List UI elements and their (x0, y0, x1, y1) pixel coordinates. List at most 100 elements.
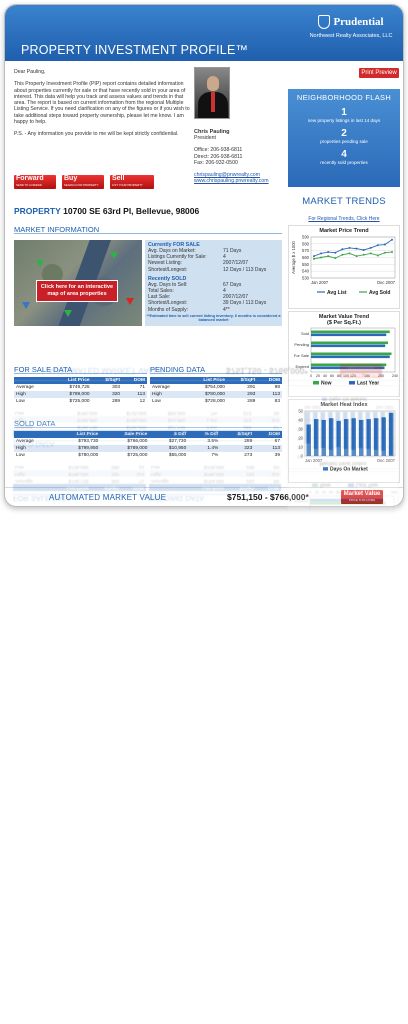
header-banner: PROPERTY INVESTMENT PROFILE™ Prudential … (5, 5, 403, 61)
map-pin-icon[interactable] (64, 310, 72, 317)
tick-label: 40 (323, 374, 327, 378)
table-cell: 67 (254, 438, 282, 445)
regional-trends-link[interactable]: For Regional Trends, Click Here (308, 216, 380, 222)
page-reflection: PROPERTY INVESTMENT PROFILE™ Prudential … (4, 360, 404, 510)
table-cell: High (14, 391, 50, 398)
stat-value: 71 Days (223, 248, 242, 254)
market-stats: Currently FOR SALE Avg. Days on Market: 7… (145, 240, 282, 326)
table-cell: 113 (254, 445, 282, 452)
data-point (376, 254, 379, 257)
rock-icon (318, 14, 331, 29)
print-preview-button[interactable]: Print Preview (359, 68, 399, 78)
svg-text:0: 0 (300, 410, 303, 415)
page-title: PROPERTY INVESTMENT PROFILE™ (21, 43, 249, 57)
svg-text:Days On Market: Days On Market (329, 396, 367, 402)
map-pin-icon[interactable] (22, 302, 30, 309)
data-point (376, 244, 379, 247)
property-address: PROPERTY 10700 SE 63rd Pl, Bellevue, 980… (14, 206, 200, 216)
agent-email-link[interactable]: chrispauling@pnwrealty.com (194, 172, 261, 179)
tick-label: 240 (392, 374, 398, 378)
table-cell: 303 (91, 384, 123, 391)
legend-label: Avg Sold (369, 290, 390, 296)
stat-row: Shortest/Longest: 39 Days / 113 Days (145, 300, 282, 306)
tick-label: 540 (302, 269, 310, 274)
data-point (348, 246, 351, 249)
svg-text:240: 240 (391, 490, 397, 494)
column-header: DOM (257, 377, 282, 384)
svg-text:60: 60 (329, 490, 333, 494)
map-pin-icon[interactable] (110, 252, 118, 259)
svg-text:Dec 2007: Dec 2007 (376, 405, 395, 410)
chart-title: Market Value Trend (318, 314, 370, 320)
table-cell: $27,730 (149, 438, 189, 445)
sell-button[interactable]: Sell LIST YOUR PROPERTY (110, 175, 154, 189)
svg-text:0: 0 (309, 490, 311, 494)
column-header: % Diff (188, 431, 221, 438)
buy-button[interactable]: Buy SEARCH FOR PROPERTY (62, 175, 104, 189)
tick-label: 0 (310, 374, 312, 378)
data-point (348, 252, 351, 255)
stat-value: 2007/12/07 (223, 294, 249, 301)
stat-label: Months of Supply: (148, 306, 189, 313)
bar (311, 333, 387, 337)
category-label: Expired (295, 364, 309, 369)
agent-fax: Fax: 206-932-0500 (194, 159, 238, 166)
data-point (383, 243, 386, 246)
table-cell: 291 (226, 384, 258, 391)
for-sale-data-title: FOR SALE DATA (14, 365, 147, 374)
data-point (391, 251, 393, 254)
stat-label: Total Sales: (148, 287, 174, 294)
table-cell: $728,000 (185, 398, 227, 405)
svg-text:50: 50 (297, 455, 302, 460)
table-cell: 289 (91, 398, 123, 405)
column-header: Sale Price (100, 431, 150, 438)
bar (311, 341, 388, 345)
x-tick-label: Dec 2007 (377, 280, 396, 285)
amv-value: $751,150 - $766,000* (227, 492, 309, 502)
svg-text:Jan 2007: Jan 2007 (304, 405, 322, 410)
letter-ps: P.S. - Any information you provide to me… (14, 131, 179, 138)
column-header: List Price (49, 377, 92, 384)
map-pin-icon[interactable] (36, 260, 44, 267)
legend-swatch (349, 381, 355, 385)
legend-label: Days On Market (330, 467, 368, 473)
table-cell: $766,000 (100, 438, 150, 445)
table-row: Average $754,000 291 98 (150, 384, 282, 391)
stat-label: Shortest/Longest: (148, 266, 188, 273)
letter: Dear Pauling, This Property Investment P… (14, 69, 192, 138)
agent-office: Office: 206-938-6811 (194, 147, 243, 154)
map-pin-icon[interactable] (126, 298, 134, 305)
data-point (327, 251, 330, 254)
column-header (14, 431, 54, 438)
amv-label: AUTOMATED MARKET VALUE (49, 493, 167, 502)
table-cell: $793,730 (53, 438, 101, 445)
greeting: Dear Pauling, (14, 69, 46, 75)
brand-subtitle: Northwest Realty Associates, LLC (309, 33, 393, 39)
chart-subtitle: ($ Per Sq.Ft.) (327, 320, 361, 326)
tick-label: 10 (298, 445, 303, 450)
agent-web-link[interactable]: www.chrispauling.pnwrealty.com (194, 178, 269, 185)
chart-title: Market Price Trend (319, 228, 369, 234)
table-cell: $780,000 (53, 452, 101, 459)
forward-button[interactable]: Forward SEND TO A FRIEND (14, 175, 56, 189)
price-trend-chart: Market Price Trend 590 580 570 560 550 540 530… (288, 225, 400, 309)
stat-row: Avg. Days to Sell: 67 Days (145, 282, 282, 288)
data-point (341, 253, 344, 256)
data-point (313, 257, 315, 260)
stat-label: Avg. Days on Market: (148, 248, 196, 254)
market-trends: MARKET TRENDS For Regional Trends, Click… (288, 196, 400, 225)
tick-label: 20 (316, 374, 320, 378)
table-cell: Average (14, 438, 54, 445)
pending-table: List Price $/SqFt DOM Average $754,000 291 98 H… (150, 377, 282, 405)
automated-market-value: AUTOMATED MARKET VALUE $751,150 - $766,0… (5, 487, 403, 506)
interactive-map-link[interactable]: Click here for an interactive map of are… (36, 280, 118, 302)
table-cell: $789,000 (49, 391, 92, 398)
legend-swatch (323, 467, 328, 471)
area-map[interactable]: Click here for an interactive map of are… (14, 240, 142, 326)
value-trend-chart: Market Value Trend ($ Per Sq.Ft.) Sold Pe… (288, 311, 400, 397)
market-info-title: MARKET INFORMATION (14, 225, 282, 234)
svg-text:Now: Now (320, 482, 331, 488)
bar (311, 366, 385, 370)
